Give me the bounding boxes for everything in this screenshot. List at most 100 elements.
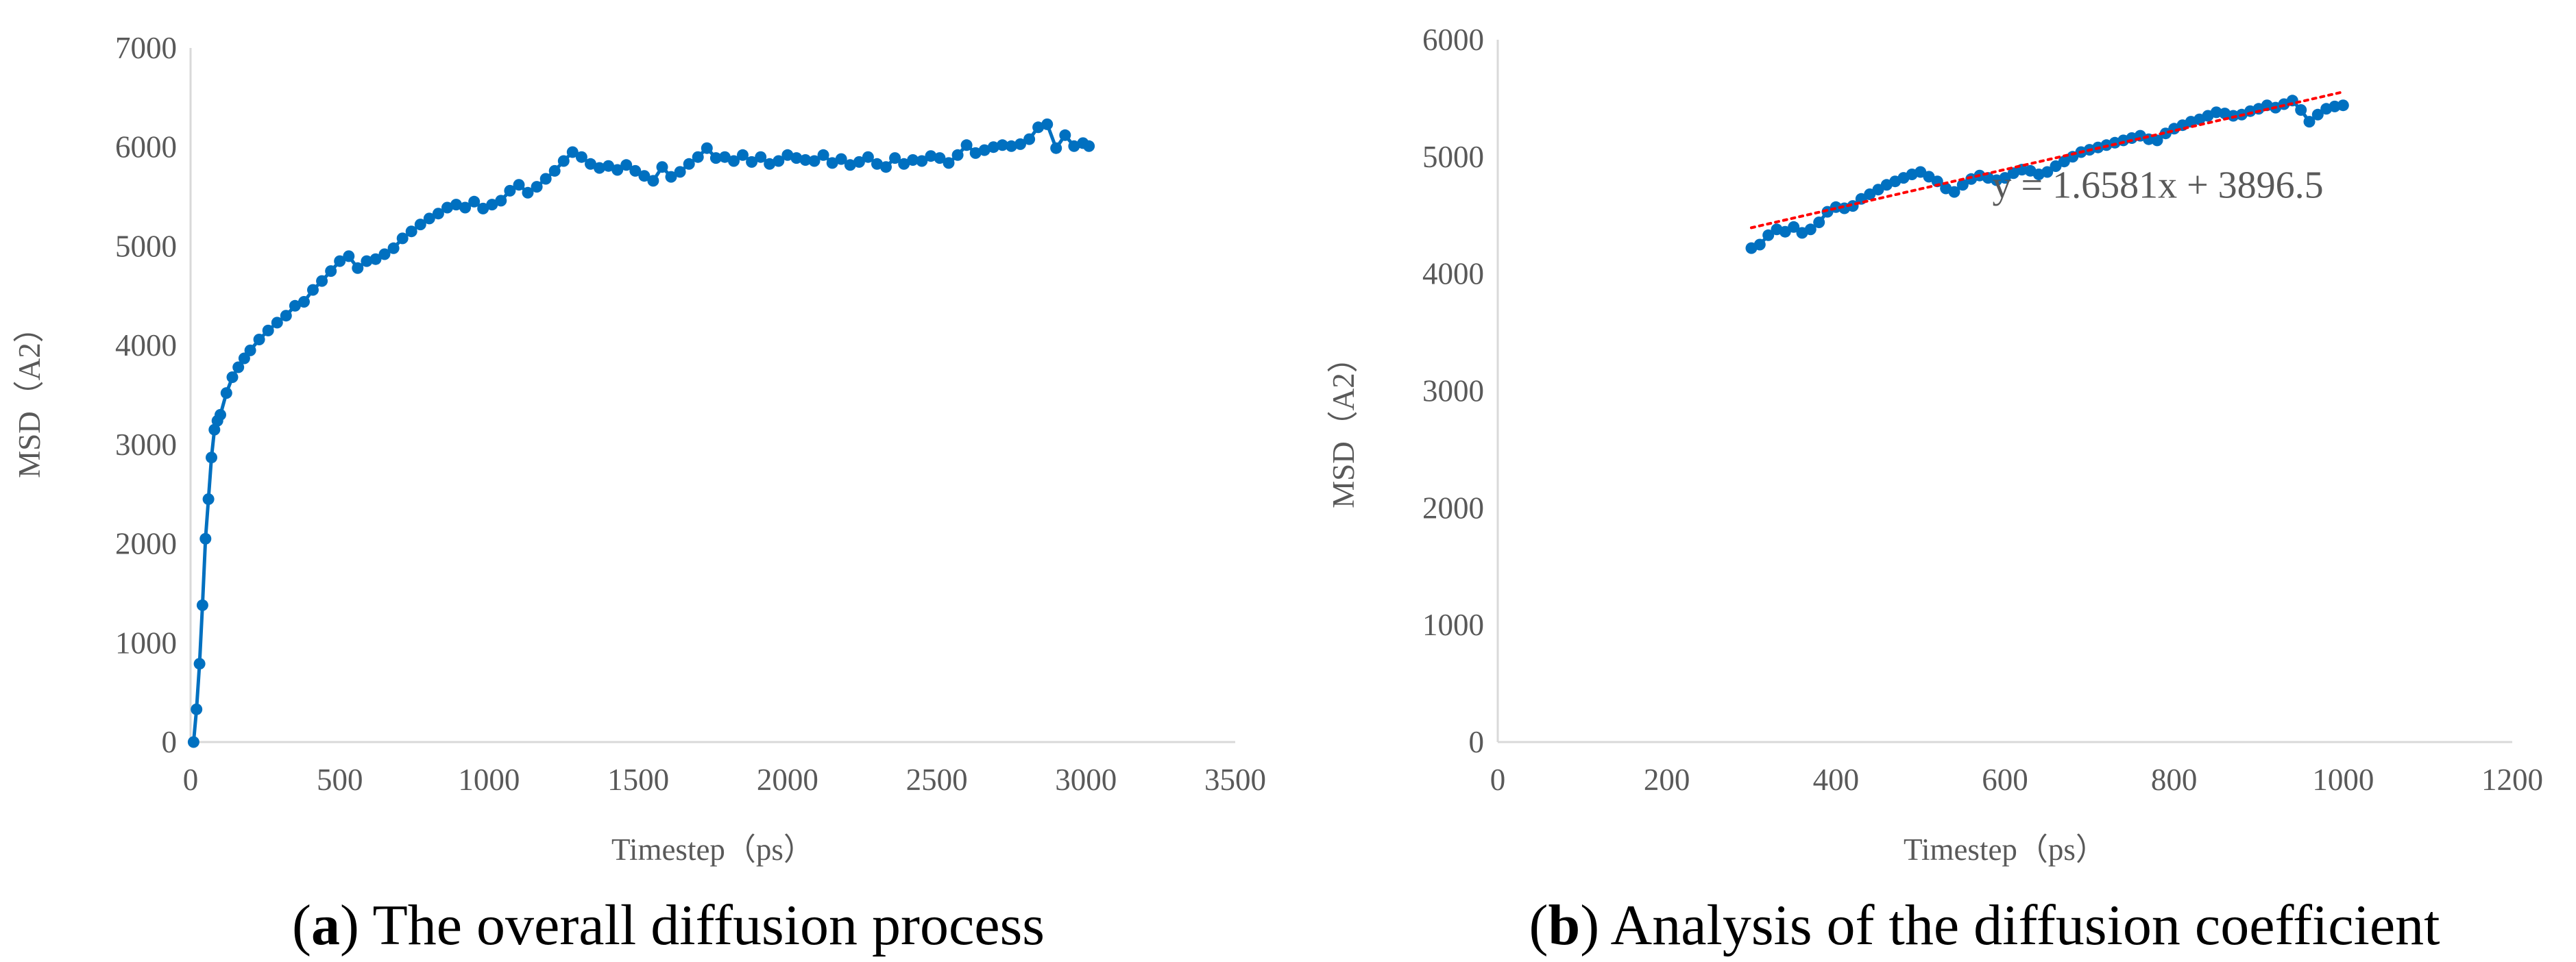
data-point-a-93 [951,149,964,161]
data-point-a-72 [764,158,776,170]
caption-b: (b) Analysis of the diffusion coefficien… [1529,893,2440,957]
data-point-a-79 [826,157,838,169]
data-point-a-40 [477,202,489,214]
data-point-a-76 [799,154,812,166]
data-point-b-25 [1956,179,1969,191]
data-point-a-2 [193,658,206,670]
x-tick-label-a-2: 1000 [458,763,520,797]
data-point-b-67 [2311,108,2324,121]
trendline-b [1750,90,2345,230]
data-point-b-2 [1762,229,1775,241]
data-point-a-62 [674,166,686,178]
data-point-a-45 [522,186,534,199]
data-point-a-86 [889,152,901,164]
y-tick-label-b-1: 1000 [1422,608,1484,642]
x-tick-label-a-6: 3000 [1055,763,1117,797]
data-point-a-89 [916,155,928,167]
data-point-a-10 [220,387,232,399]
data-point-a-31 [396,232,409,245]
y-tick-label-b-5: 5000 [1422,140,1484,174]
data-point-a-58 [638,170,651,182]
y-tick-label-a-5: 5000 [115,229,177,263]
data-point-a-9 [215,408,226,421]
data-point-a-66 [709,152,722,164]
data-point-a-11 [226,371,239,383]
data-point-a-78 [817,149,829,161]
x-tick-label-b-5: 1000 [2312,763,2374,797]
y-tick-label-b-0: 0 [1469,725,1485,759]
y-axis-title-b: MSD（A2） [1326,342,1361,508]
data-point-a-43 [504,184,516,197]
x-tick-label-a-5: 2500 [906,763,968,797]
data-point-a-69 [737,149,749,161]
data-point-b-24 [1948,186,1960,198]
data-point-a-24 [334,255,346,267]
data-point-a-92 [943,157,955,169]
data-point-a-77 [808,155,821,167]
y-tick-label-b-6: 6000 [1422,23,1484,57]
data-point-a-6 [206,452,217,464]
data-point-a-32 [405,225,417,238]
x-tick-label-a-7: 3500 [1204,763,1266,797]
data-point-a-61 [665,171,677,183]
data-point-a-30 [387,242,400,254]
data-point-a-41 [486,199,498,211]
x-axis-title-b: Timestep（ps） [1904,832,2106,867]
x-axis-title-a: Timestep（ps） [611,832,814,867]
data-point-a-0 [187,736,199,748]
data-point-a-90 [925,150,937,162]
data-point-b-70 [2337,99,2349,112]
data-point-a-60 [656,161,668,173]
data-point-a-38 [459,201,472,214]
data-point-a-84 [871,158,883,170]
trendline-equation-b: y = 1.6581x + 3896.5 [1993,164,2324,207]
data-point-b-55 [2210,106,2222,119]
y-tick-label-a-0: 0 [162,725,178,759]
data-point-b-48 [2151,134,2163,147]
chart-a: 0 1000 2000 3000 4000 5000 6000 7000 0 500 1000 150… [12,31,1266,867]
y-tick-label-a-2: 2000 [115,527,177,561]
data-point-a-85 [880,161,892,173]
data-point-a-55 [611,164,624,176]
x-tick-label-b-4: 800 [2151,763,2198,797]
x-tick-label-a-1: 500 [317,763,363,797]
data-point-a-64 [692,151,704,163]
data-point-a-23 [325,265,337,278]
x-tick-label-b-6: 1200 [2481,763,2543,797]
y-tick-label-b-4: 4000 [1422,257,1484,291]
data-point-a-36 [441,201,453,214]
data-point-a-53 [594,162,605,174]
data-point-a-103 [1041,118,1054,130]
data-point-a-75 [790,152,803,164]
data-point-a-18 [280,310,292,322]
data-point-a-17 [271,317,283,329]
data-point-a-104 [1050,142,1062,154]
caption-b-letter: b [1548,893,1580,957]
data-point-a-49 [557,155,570,167]
data-point-a-80 [835,153,847,165]
y-tick-label-a-3: 3000 [115,428,177,462]
x-tick-label-b-0: 0 [1490,763,1506,797]
data-point-a-25 [343,250,355,262]
data-point-a-27 [361,255,373,267]
data-point-a-51 [575,151,587,163]
data-point-a-46 [531,181,543,193]
data-point-a-3 [196,599,208,611]
data-point-a-71 [755,151,767,163]
y-tick-label-a-7: 7000 [115,31,177,65]
caption-b-text: Analysis of the diffusion coefficient [1611,893,2440,957]
data-point-a-47 [539,173,552,185]
data-point-a-74 [781,149,794,161]
data-point-a-54 [603,160,615,172]
data-point-a-42 [495,195,507,207]
data-point-a-97 [987,141,999,153]
y-axis-title-a: MSD（A2） [12,312,47,478]
x-tick-label-a-3: 1500 [607,763,669,797]
data-point-a-95 [969,147,982,159]
data-point-b-49 [2159,127,2172,140]
y-tick-label-b-2: 2000 [1422,491,1484,525]
data-point-a-99 [1005,140,1017,152]
data-point-a-68 [728,155,740,167]
data-point-a-22 [316,275,328,287]
